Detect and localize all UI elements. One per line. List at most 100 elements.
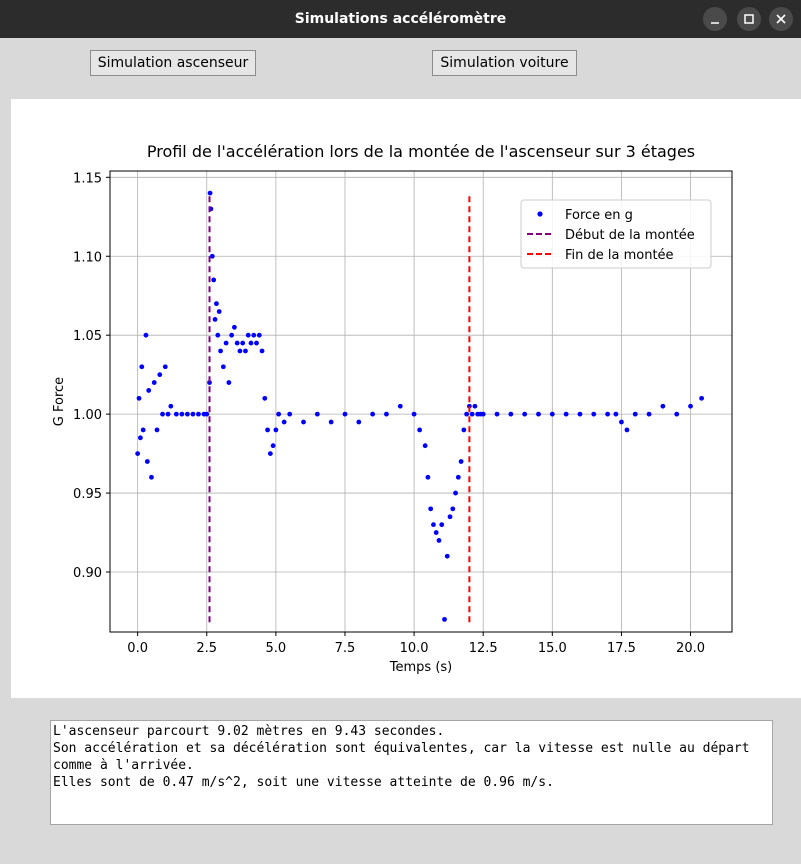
x-tick-label: 12.5: [469, 641, 498, 656]
data-point: [469, 411, 475, 417]
data-point: [397, 403, 403, 409]
x-tick-label: 2.5: [196, 641, 217, 656]
acceleration-chart: 0.0 2.5 5.0 7.5 10.0 12.5 15.0 17.5 20.0 0.90 0.95…: [52, 142, 733, 675]
data-point: [577, 411, 583, 417]
data-point: [287, 411, 293, 417]
y-tick-label: 1.15: [73, 171, 102, 186]
data-point: [508, 411, 514, 417]
y-tick-label: 0.90: [73, 566, 102, 581]
data-point: [417, 427, 423, 433]
output-line: Elles sont de 0.47 m/s^2, soit une vites…: [53, 775, 554, 790]
data-point: [229, 332, 235, 338]
legend-label: Fin de la montée: [565, 248, 674, 263]
data-point: [699, 395, 704, 401]
x-tick-label: 15.0: [538, 641, 567, 656]
data-point: [273, 427, 279, 433]
data-point: [214, 301, 219, 307]
y-tick-label: 1.05: [73, 329, 102, 344]
data-point: [428, 506, 434, 512]
data-point: [234, 340, 240, 346]
simulation-ascenseur-button[interactable]: Simulation ascenseur: [90, 50, 256, 76]
data-point: [209, 253, 215, 259]
data-point: [688, 403, 693, 409]
data-point: [613, 411, 619, 417]
plot-frame: [109, 170, 733, 633]
data-point: [211, 277, 217, 283]
data-point: [436, 538, 442, 543]
data-point: [185, 411, 190, 417]
data-point: [140, 427, 146, 433]
data-point: [179, 411, 185, 417]
data-point: [370, 411, 376, 417]
data-point: [442, 616, 447, 622]
data-point: [216, 309, 222, 314]
data-point: [458, 459, 464, 464]
data-point: [549, 411, 555, 417]
data-point: [632, 411, 638, 417]
data-point: [563, 411, 569, 417]
data-point: [522, 411, 528, 417]
chart-title: Profil de l'accélération lors de la mont…: [147, 142, 695, 161]
data-point: [212, 317, 218, 322]
x-tick-label: 5.0: [266, 641, 287, 656]
chart-panel: 0.0 2.5 5.0 7.5 10.0 12.5 15.0 17.5 20.0 0.90 0.95…: [11, 99, 801, 698]
data-point: [154, 427, 160, 433]
data-point: [151, 380, 157, 385]
data-point: [136, 395, 142, 401]
maximize-icon[interactable]: [737, 7, 761, 31]
data-point: [494, 411, 500, 417]
data-point: [207, 190, 213, 196]
x-tick-label: 7.5: [335, 641, 356, 656]
data-point: [243, 348, 248, 354]
data-point: [168, 403, 174, 409]
y-tick-label: 0.95: [73, 487, 102, 502]
data-point: [453, 490, 458, 496]
close-icon[interactable]: [769, 7, 793, 31]
legend-label: Force en g: [565, 208, 633, 223]
y-tick-label: 1.10: [73, 250, 102, 265]
legend-box: [520, 199, 712, 269]
data-point: [218, 348, 223, 354]
data-point: [165, 411, 171, 417]
data-point: [245, 332, 251, 338]
simulation-voiture-button[interactable]: Simulation voiture: [432, 50, 577, 76]
data-point: [461, 427, 467, 433]
data-point: [146, 388, 152, 393]
data-point: [157, 372, 163, 378]
data-point: [466, 403, 472, 409]
x-axis-label: Temps (s): [389, 660, 452, 675]
data-point: [431, 522, 436, 528]
data-point: [328, 419, 334, 425]
data-point: [226, 380, 232, 385]
data-point: [605, 411, 610, 417]
data-point: [464, 411, 470, 417]
data-point: [240, 340, 246, 346]
output-line: L'ascenseur parcourt 9.02 mètres en 9.43…: [53, 724, 445, 739]
data-point: [450, 506, 456, 512]
data-point: [472, 403, 478, 409]
output-line: Son accélération et sa décélération sont…: [53, 741, 750, 756]
data-point: [144, 459, 150, 464]
data-point: [162, 364, 168, 370]
data-point: [254, 340, 259, 346]
data-point: [251, 332, 257, 338]
data-point: [173, 411, 179, 417]
data-point: [139, 364, 145, 370]
data-point: [619, 419, 624, 425]
data-point: [138, 435, 143, 441]
output-textbox[interactable]: L'ascenseur parcourt 9.02 mètres en 9.43…: [50, 720, 773, 825]
data-point: [220, 364, 226, 370]
legend-label: Début de la montée: [565, 228, 695, 243]
data-point: [232, 324, 237, 330]
data-point: [674, 411, 680, 417]
x-tick-label: 10.0: [400, 641, 429, 656]
y-tick-label: 1.00: [73, 408, 102, 423]
data-point: [624, 427, 630, 433]
data-point: [444, 553, 450, 559]
data-point: [425, 474, 431, 480]
data-point: [281, 419, 287, 425]
data-point: [384, 411, 389, 417]
minimize-icon[interactable]: [703, 7, 727, 31]
x-tick-label: 17.5: [607, 641, 636, 656]
data-point: [207, 380, 212, 385]
